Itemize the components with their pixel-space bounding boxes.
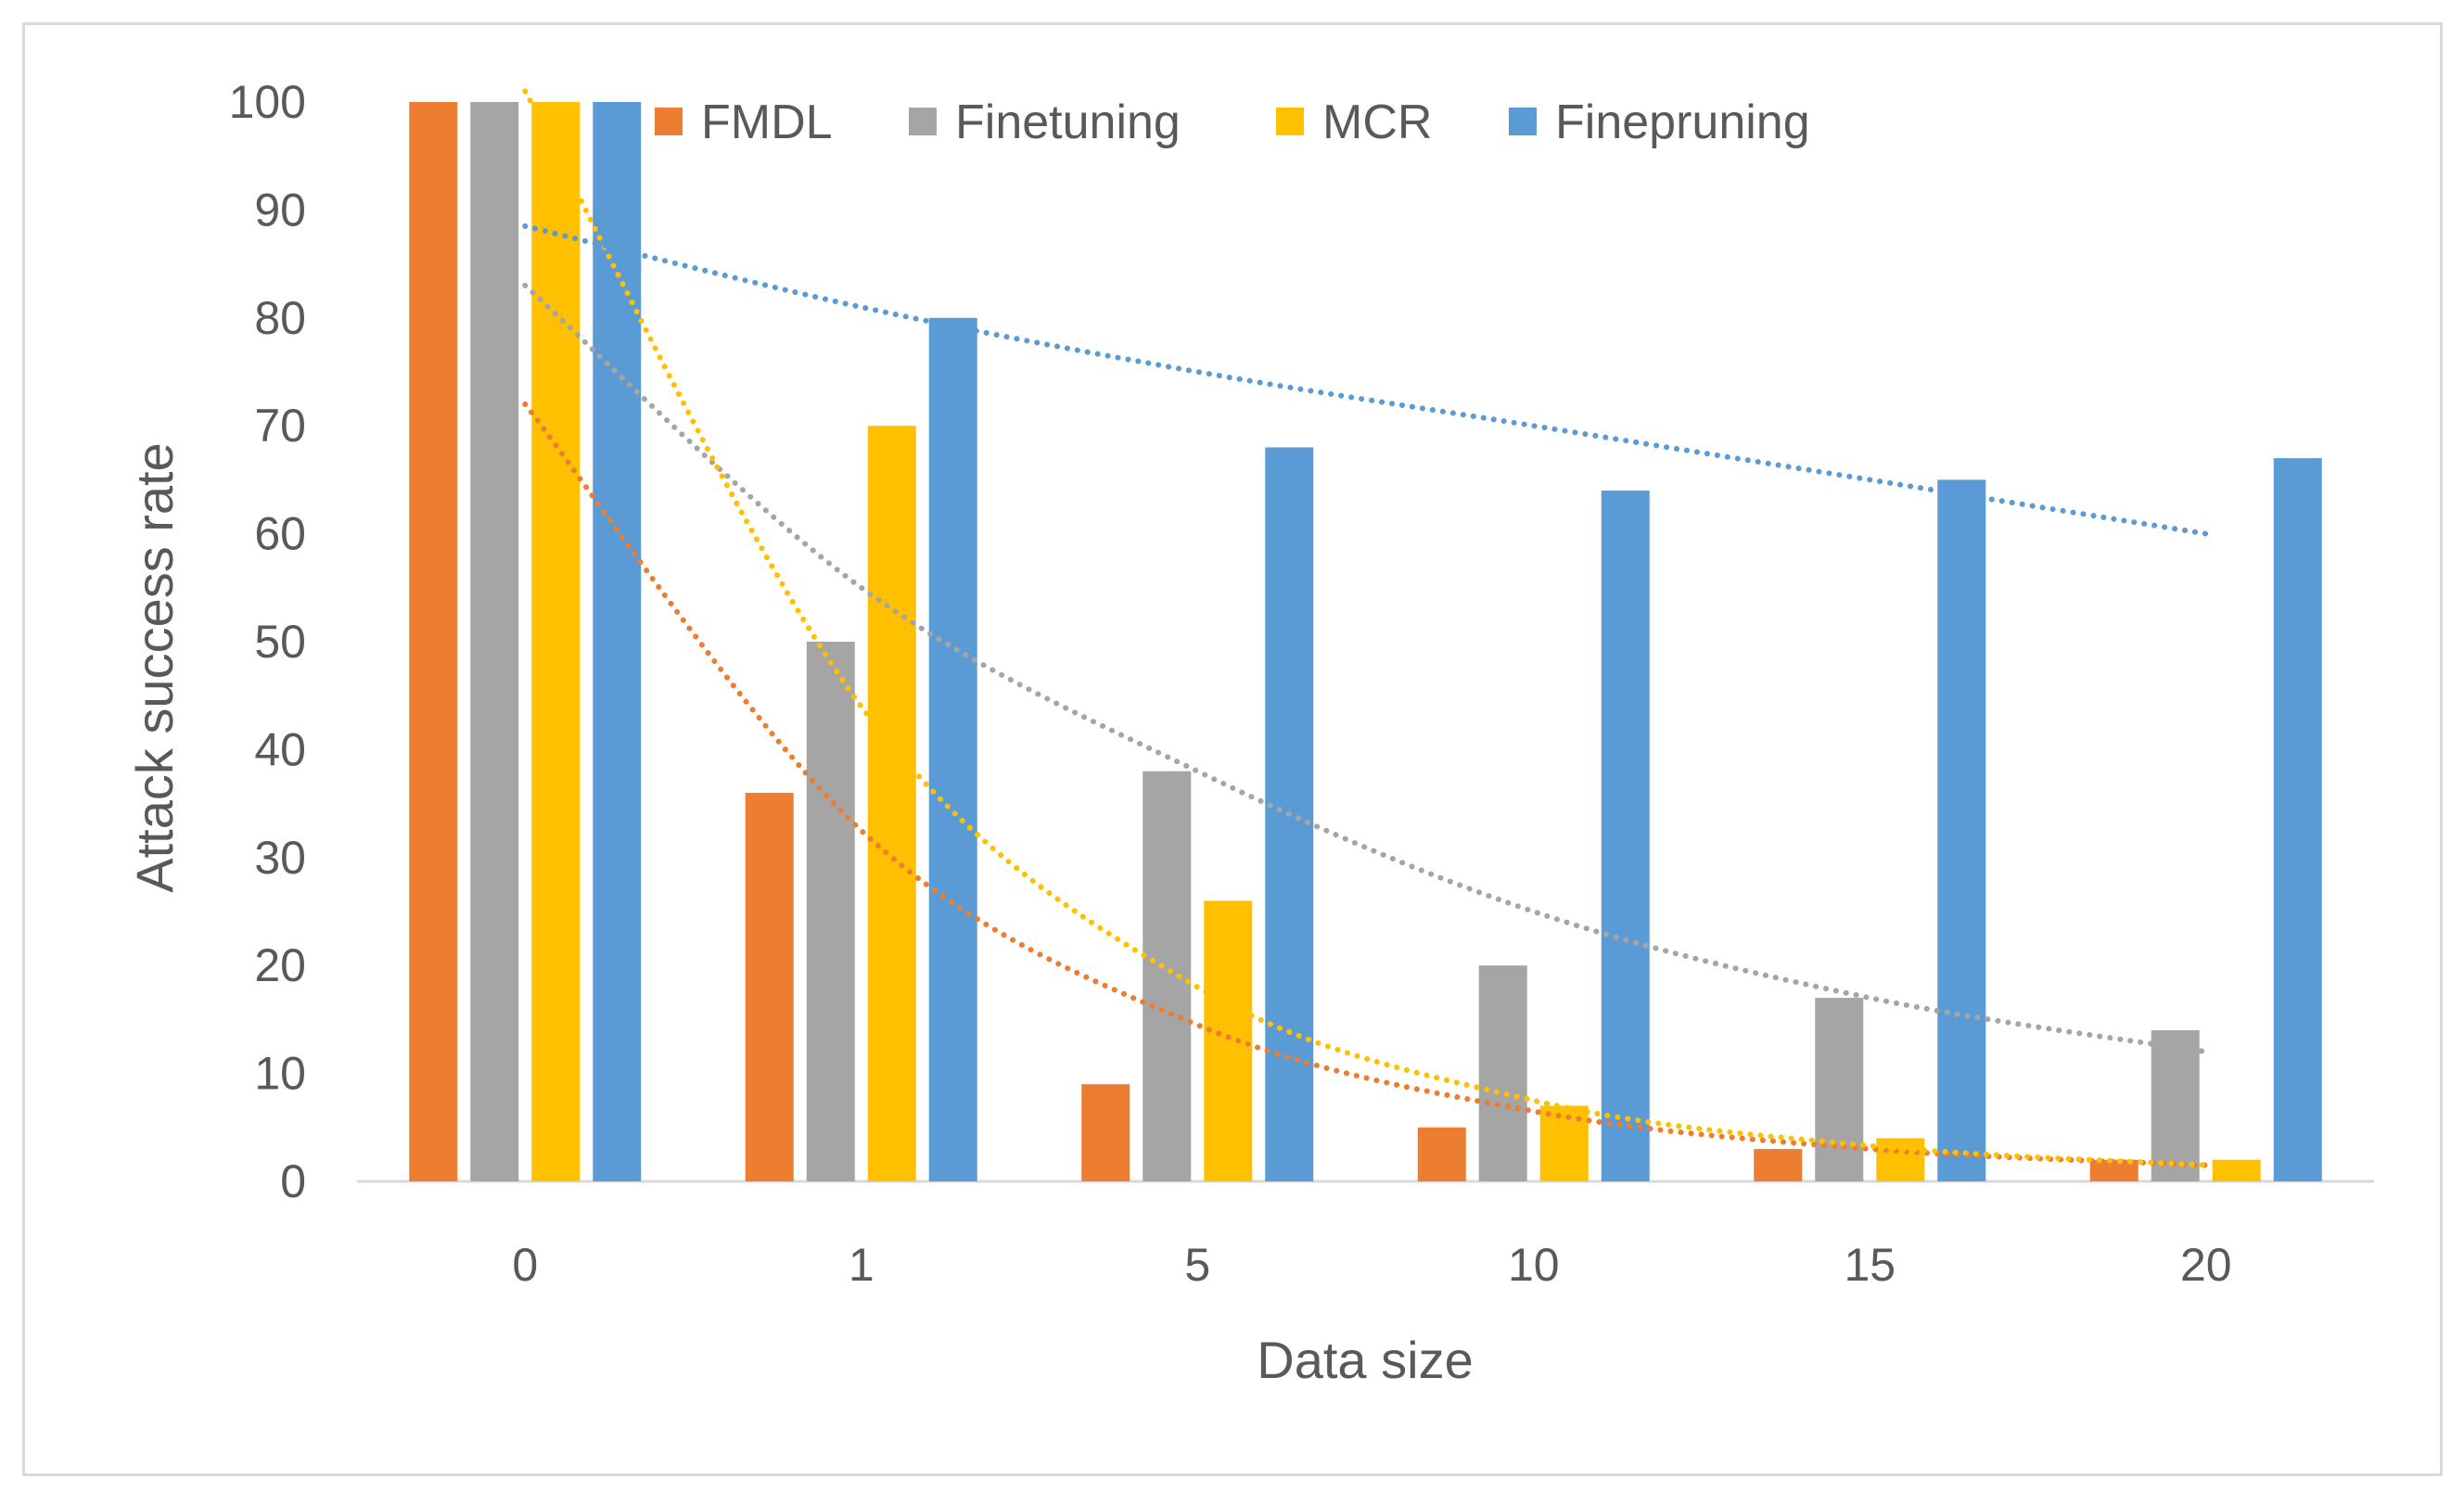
y-tick-label: 40 <box>254 723 306 775</box>
bar-mcr-1 <box>867 426 916 1181</box>
x-tick-label: 5 <box>1184 1239 1210 1291</box>
bar-fmdl-20 <box>2089 1159 2138 1181</box>
bars <box>409 102 2322 1182</box>
bar-finetuning-0 <box>470 102 519 1181</box>
y-axis-title: Attack success rate <box>125 442 184 893</box>
chart-frame: 0 10 20 30 40 50 60 70 80 90 100 0 1 5 10 15 20 Data si… <box>22 22 2443 1476</box>
bar-finetuning-10 <box>1478 965 1527 1181</box>
bar-fmdl-10 <box>1417 1127 1466 1181</box>
bar-finepruning-10 <box>1601 491 1650 1181</box>
legend-swatch-fmdl <box>655 108 683 135</box>
bar-mcr-20 <box>2212 1159 2261 1181</box>
trendline-fmdl <box>522 401 2209 1168</box>
bar-finetuning-15 <box>1815 998 1864 1181</box>
y-tick-label: 70 <box>254 400 306 452</box>
trendline-mcr <box>522 88 2209 1168</box>
bar-fmdl-1 <box>745 792 794 1181</box>
x-tick-label: 15 <box>1844 1239 1896 1291</box>
bar-finetuning-5 <box>1143 771 1192 1181</box>
bar-mcr-10 <box>1539 1105 1589 1181</box>
y-tick-label: 20 <box>254 939 306 991</box>
legend-swatch-finepruning <box>1509 108 1537 135</box>
y-tick-label: 90 <box>254 184 306 236</box>
y-tick-label: 0 <box>280 1155 306 1207</box>
bar-fmdl-15 <box>1754 1149 1803 1181</box>
legend-label-finepruning: Finepruning <box>1555 96 1810 149</box>
x-tick-label: 1 <box>849 1239 875 1291</box>
bar-mcr-0 <box>531 102 581 1181</box>
x-tick-label: 0 <box>512 1239 538 1291</box>
y-tick-label: 30 <box>254 832 306 884</box>
y-tick-label: 50 <box>254 616 306 668</box>
x-tick-label: 20 <box>2180 1239 2232 1291</box>
y-axis-ticks: 0 10 20 30 40 50 60 70 80 90 100 <box>229 76 306 1207</box>
bar-finetuning-1 <box>806 642 855 1181</box>
y-tick-label: 60 <box>254 508 306 560</box>
bar-mcr-5 <box>1204 900 1253 1181</box>
bar-finetuning-20 <box>2151 1030 2200 1181</box>
bar-finepruning-1 <box>928 317 977 1181</box>
trendline-finetuning <box>522 282 2209 1055</box>
trendlines <box>522 88 2209 1168</box>
x-axis-title: Data size <box>1257 1331 1473 1389</box>
legend-label-mcr: MCR <box>1322 96 1432 149</box>
y-tick-label: 100 <box>229 76 306 128</box>
bar-fmdl-5 <box>1081 1084 1130 1181</box>
legend-swatch-finetuning <box>909 108 937 135</box>
y-tick-label: 80 <box>254 292 306 344</box>
legend-swatch-mcr <box>1276 108 1304 135</box>
bar-finepruning-15 <box>1937 479 1986 1181</box>
bar-finepruning-20 <box>2273 458 2322 1181</box>
legend-label-finetuning: Finetuning <box>955 96 1181 149</box>
x-axis-ticks: 0 1 5 10 15 20 <box>512 1239 2231 1291</box>
legend-label-fmdl: FMDL <box>701 96 833 149</box>
y-tick-label: 10 <box>254 1048 306 1100</box>
trendline-finepruning <box>522 223 2209 537</box>
bar-finepruning-0 <box>593 102 642 1181</box>
legend: FMDL Finetuning MCR Finepruning <box>655 96 1810 149</box>
bar-fmdl-0 <box>409 102 458 1181</box>
x-tick-label: 10 <box>1508 1239 1560 1291</box>
